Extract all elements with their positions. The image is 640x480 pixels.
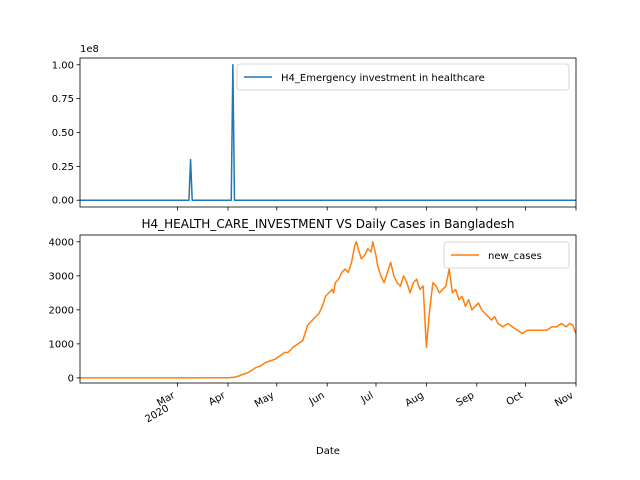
top-legend-label: H4_Emergency investment in healthcare (281, 73, 485, 84)
top-y-tick-label: 0.75 (52, 94, 74, 105)
bottom-y-tick-label: 1000 (49, 339, 74, 350)
top-y-ticks: 0.00 0.25 0.50 0.75 1.00 (52, 60, 80, 207)
bottom-legend: new_cases (443, 241, 570, 269)
bottom-series-lines (80, 241, 577, 379)
bottom-x-axis-label: Date (316, 446, 340, 457)
top-series-lines (80, 64, 576, 201)
bottom-y-tick-label: 0 (68, 373, 74, 384)
top-y-tick-label: 0.50 (52, 128, 74, 139)
top-y-tick-label: 1.00 (52, 60, 74, 71)
bottom-y-tick-label: 2000 (49, 305, 74, 316)
bottom-legend-box (443, 241, 570, 269)
top-legend: H4_Emergency investment in healthcare (236, 63, 570, 91)
top-x-ticks (177, 207, 577, 211)
top-y-offset-label: 1e8 (80, 44, 99, 55)
top-y-tick-label: 0.25 (52, 162, 74, 173)
bottom-series-line-1 (80, 241, 577, 379)
top-subplot: 1e8 0.00 0.25 0.50 0.75 1.00 H4_Emergency in… (52, 44, 577, 211)
bottom-axes-frame (79, 234, 577, 384)
bottom-legend-label: new_cases (488, 251, 542, 262)
bottom-y-tick-label: 3000 (49, 271, 74, 282)
top-legend-box (236, 63, 570, 91)
top-y-tick-label: 0.00 (52, 196, 74, 207)
bottom-chart-title: H4_HEALTH_CARE_INVESTMENT VS Daily Cases… (141, 217, 514, 231)
top-axes-frame (79, 57, 577, 208)
bottom-y-tick-label: 4000 (49, 237, 74, 248)
top-series-line-1 (80, 64, 576, 201)
bottom-y-ticks: 0 1000 2000 3000 4000 (49, 237, 80, 384)
